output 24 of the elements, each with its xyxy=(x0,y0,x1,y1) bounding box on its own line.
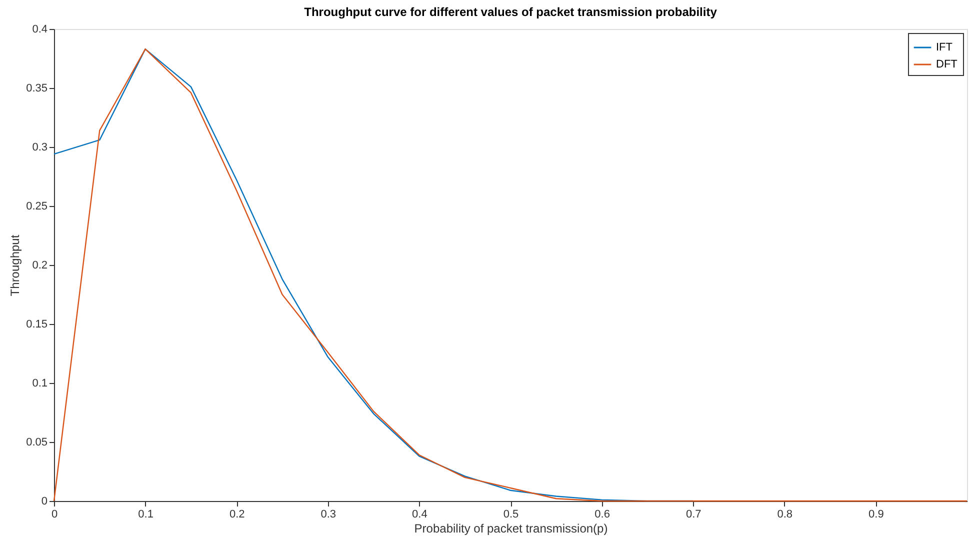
y-tick-label: 0.3 xyxy=(32,142,48,154)
y-tick-label: 0 xyxy=(41,496,48,508)
x-tick-label: 0.6 xyxy=(594,508,610,520)
y-tick-label: 0.15 xyxy=(26,318,48,330)
legend-label: IFT xyxy=(936,42,953,54)
x-axis-title: Probability of packet transmission(p) xyxy=(414,522,608,536)
x-tick-label: 0 xyxy=(51,508,58,520)
y-tick-label: 0.25 xyxy=(26,200,48,212)
x-tick-label: 0.7 xyxy=(686,508,702,520)
legend-label: DFT xyxy=(936,58,958,70)
chart-title: Throughput curve for different values of packet transmission probability xyxy=(304,5,718,19)
y-tick-label: 0.35 xyxy=(26,82,48,94)
y-tick-label: 0.05 xyxy=(26,436,48,448)
x-tick-label: 0.9 xyxy=(868,508,884,520)
x-tick-label: 0.3 xyxy=(320,508,336,520)
y-tick-label: 0.4 xyxy=(32,24,48,36)
x-tick-label: 0.4 xyxy=(412,508,428,520)
x-tick-label: 0.8 xyxy=(777,508,793,520)
x-tick-label: 0.1 xyxy=(138,508,154,520)
y-tick-label: 0.1 xyxy=(32,378,48,390)
x-tick-label: 0.2 xyxy=(229,508,245,520)
y-tick-label: 0.2 xyxy=(32,260,48,272)
x-tick-label: 0.5 xyxy=(503,508,519,520)
y-axis-title: Throughput xyxy=(8,234,22,296)
